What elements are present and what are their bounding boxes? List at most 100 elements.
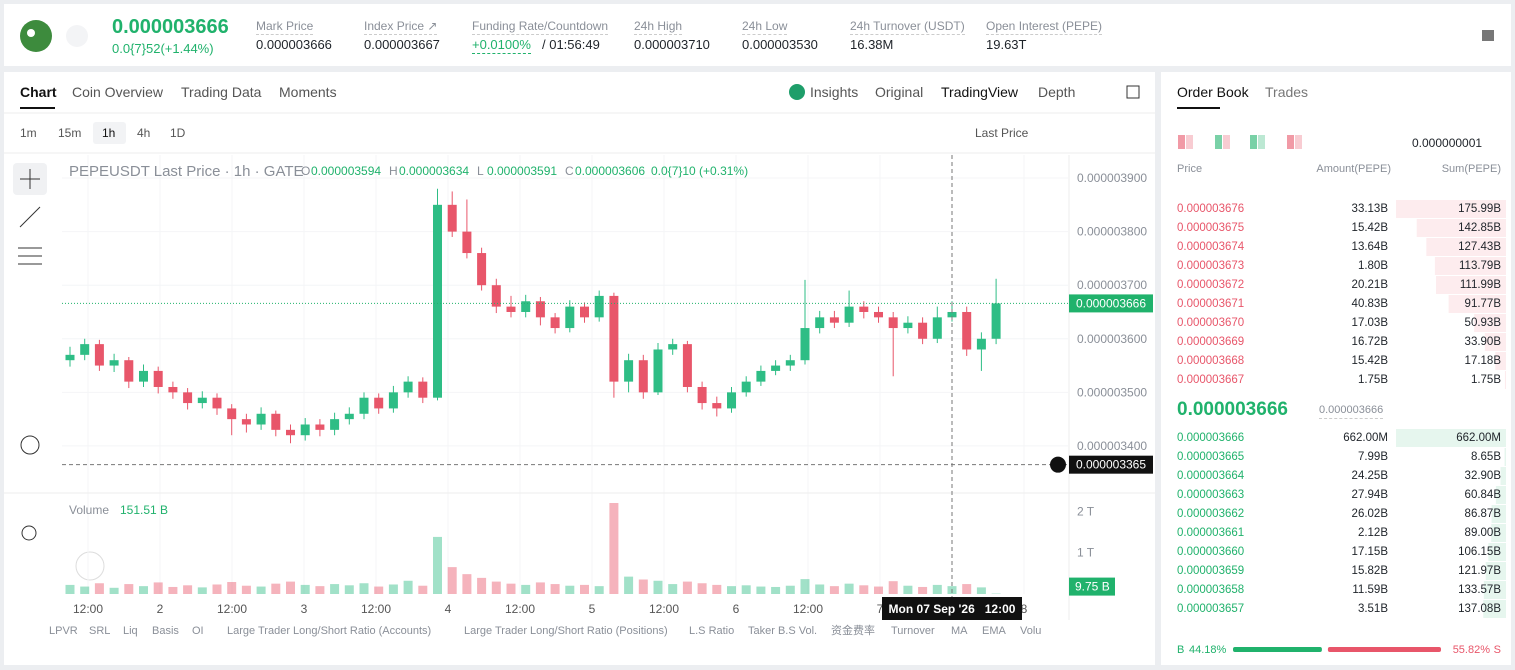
insights-icon[interactable] bbox=[789, 84, 805, 100]
volume-bar bbox=[888, 581, 898, 594]
candle-body bbox=[609, 295, 619, 382]
view-tab[interactable]: Depth bbox=[1038, 84, 1076, 100]
indicator-tab[interactable]: Large Trader Long/Short Ratio (Positions… bbox=[464, 625, 668, 637]
chart-tab[interactable]: Trading Data bbox=[181, 84, 262, 100]
book-view-icon[interactable] bbox=[1186, 135, 1193, 149]
depth-bar bbox=[1448, 295, 1506, 313]
chart-tab[interactable]: Moments bbox=[279, 84, 337, 100]
depth-bar bbox=[1504, 371, 1506, 389]
candle-body bbox=[741, 381, 751, 393]
interval[interactable]: 4h bbox=[137, 126, 151, 140]
book-price: 0.000003671 bbox=[1177, 298, 1245, 310]
book-tab[interactable]: Order Book bbox=[1177, 84, 1249, 100]
price-type-select[interactable]: Last Price bbox=[975, 126, 1029, 140]
layout-icon[interactable] bbox=[1126, 85, 1140, 99]
book-amount: 1.80B bbox=[1357, 260, 1388, 272]
depth-bar bbox=[1396, 200, 1506, 218]
indicator-tab[interactable]: L.S Ratio bbox=[689, 625, 735, 637]
book-view-icon[interactable] bbox=[1178, 135, 1185, 149]
book-view-icon[interactable] bbox=[1287, 135, 1294, 149]
book-amount: 40.83B bbox=[1351, 298, 1388, 310]
crosshair-time-label: Mon 07 Sep '26 12:00 bbox=[889, 602, 1016, 616]
interval[interactable]: 1D bbox=[170, 126, 186, 140]
volume-bar bbox=[271, 583, 281, 594]
crosshair-add[interactable] bbox=[1050, 456, 1066, 473]
volume-bar bbox=[374, 586, 384, 594]
volume-bar bbox=[962, 584, 972, 594]
book-amount: 27.94B bbox=[1351, 489, 1388, 501]
book-view-icon[interactable] bbox=[1258, 135, 1265, 149]
volume-value: 151.51 B bbox=[120, 503, 168, 517]
indicator-tab[interactable]: Taker B.S Vol. bbox=[748, 625, 818, 637]
tick-size[interactable]: 0.000000001 bbox=[1412, 136, 1483, 150]
tool-icon[interactable] bbox=[20, 435, 40, 455]
ohlc-value: 0.000003634 bbox=[399, 164, 469, 178]
book-view-icon[interactable] bbox=[1295, 135, 1302, 149]
x-tick-label: 7 bbox=[877, 602, 884, 616]
indicator-tab[interactable]: 资金费率 bbox=[831, 625, 875, 637]
book-view-icon[interactable] bbox=[1215, 135, 1222, 149]
tool-icon[interactable] bbox=[19, 206, 41, 228]
volume-last-label: 9.75 B bbox=[1075, 580, 1110, 594]
indicator-tab[interactable]: Liq bbox=[123, 625, 138, 637]
chart-tab[interactable]: Coin Overview bbox=[72, 84, 164, 100]
volume-tick-label: 2 T bbox=[1077, 504, 1095, 518]
indicator-tab[interactable]: Basis bbox=[152, 625, 179, 637]
book-price: 0.000003664 bbox=[1177, 470, 1245, 482]
chart-tab[interactable]: Chart bbox=[20, 84, 57, 100]
volume-bar bbox=[741, 585, 751, 594]
book-price: 0.000003658 bbox=[1177, 584, 1245, 596]
depth-bar bbox=[1426, 238, 1506, 256]
book-sum: 137.08B bbox=[1458, 603, 1501, 615]
volume-bar bbox=[697, 583, 707, 594]
x-tick-label: 12:00 bbox=[793, 602, 823, 616]
view-tab[interactable]: TradingView bbox=[941, 84, 1019, 100]
indicator-tab[interactable]: Large Trader Long/Short Ratio (Accounts) bbox=[227, 625, 432, 637]
depth-bar bbox=[1500, 467, 1506, 485]
book-amount: 24.25B bbox=[1351, 470, 1388, 482]
book-sum: 662.00M bbox=[1456, 432, 1501, 444]
tool-icon[interactable] bbox=[21, 525, 37, 541]
interval[interactable]: 15m bbox=[58, 126, 82, 140]
y-tick-label: 0.000003800 bbox=[1077, 225, 1147, 239]
x-tick-label: 3 bbox=[301, 602, 308, 616]
book-sum: 50.93B bbox=[1464, 317, 1501, 329]
book-tab[interactable]: Trades bbox=[1265, 84, 1309, 100]
candle-body bbox=[668, 344, 678, 350]
depth-bar bbox=[1434, 257, 1506, 275]
crosshair-time-tag bbox=[882, 597, 1022, 620]
candle-body bbox=[535, 301, 545, 318]
depth-bar bbox=[1436, 276, 1506, 294]
candle-body bbox=[197, 397, 207, 404]
candle-body bbox=[815, 317, 825, 329]
book-amount: 11.59B bbox=[1352, 584, 1388, 596]
indicator-tab[interactable]: EMA bbox=[982, 625, 1006, 637]
stat-label: 24h High bbox=[634, 19, 683, 35]
indicator-tab[interactable]: MA bbox=[951, 625, 968, 637]
x-tick-label: 5 bbox=[589, 602, 596, 616]
indicator-tab[interactable]: LPVR bbox=[49, 625, 78, 637]
volume-bar bbox=[153, 582, 163, 594]
view-tab[interactable]: Original bbox=[875, 84, 924, 100]
view-tab[interactable]: Insights bbox=[810, 84, 859, 100]
book-icon[interactable] bbox=[1482, 30, 1494, 41]
sell-ratio-bar bbox=[1327, 647, 1441, 652]
interval[interactable]: 1m bbox=[20, 126, 37, 140]
volume-bar bbox=[580, 584, 589, 594]
book-amount: 13.64B bbox=[1351, 241, 1388, 253]
interval[interactable]: 1h bbox=[102, 126, 116, 140]
volume-bar bbox=[874, 586, 883, 594]
indicator-tab[interactable]: OI bbox=[192, 625, 204, 637]
volume-bar bbox=[403, 580, 413, 594]
book-view-icon[interactable] bbox=[1250, 135, 1257, 149]
indicator-tab[interactable]: SRL bbox=[89, 625, 111, 637]
book-view-icon[interactable] bbox=[1223, 135, 1230, 149]
candle-body bbox=[153, 370, 163, 387]
indicator-tab[interactable]: Volu bbox=[1020, 625, 1042, 637]
volume-bar bbox=[844, 583, 854, 594]
indicator-tab[interactable]: Turnover bbox=[891, 625, 935, 637]
favorite-star[interactable] bbox=[66, 25, 88, 47]
last-price: 0.000003666 bbox=[112, 16, 229, 38]
book-amount: 15.42B bbox=[1351, 222, 1388, 234]
